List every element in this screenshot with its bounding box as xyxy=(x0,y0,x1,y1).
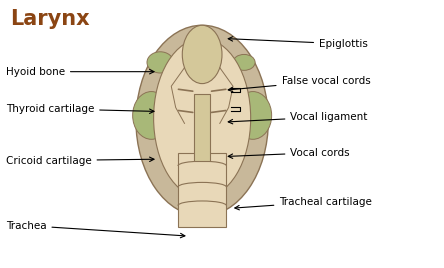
Text: Cricoid cartilage: Cricoid cartilage xyxy=(6,155,154,166)
Text: Hyoid bone: Hyoid bone xyxy=(6,67,154,77)
Bar xyxy=(194,94,210,161)
Ellipse shape xyxy=(234,92,272,139)
Ellipse shape xyxy=(182,25,222,84)
Text: Thyroid cartilage: Thyroid cartilage xyxy=(6,104,154,114)
Text: False vocal cords: False vocal cords xyxy=(228,76,370,92)
Ellipse shape xyxy=(133,92,170,139)
Text: Tracheal cartilage: Tracheal cartilage xyxy=(235,197,372,210)
Ellipse shape xyxy=(154,39,251,198)
Text: Trachea: Trachea xyxy=(6,221,185,238)
Ellipse shape xyxy=(233,54,255,70)
Text: Vocal cords: Vocal cords xyxy=(228,148,350,158)
Text: Epiglottis: Epiglottis xyxy=(228,37,368,49)
Text: Vocal ligament: Vocal ligament xyxy=(228,112,368,124)
Ellipse shape xyxy=(136,25,268,216)
Bar xyxy=(178,152,226,227)
Text: Larynx: Larynx xyxy=(10,9,90,29)
Ellipse shape xyxy=(147,52,174,73)
